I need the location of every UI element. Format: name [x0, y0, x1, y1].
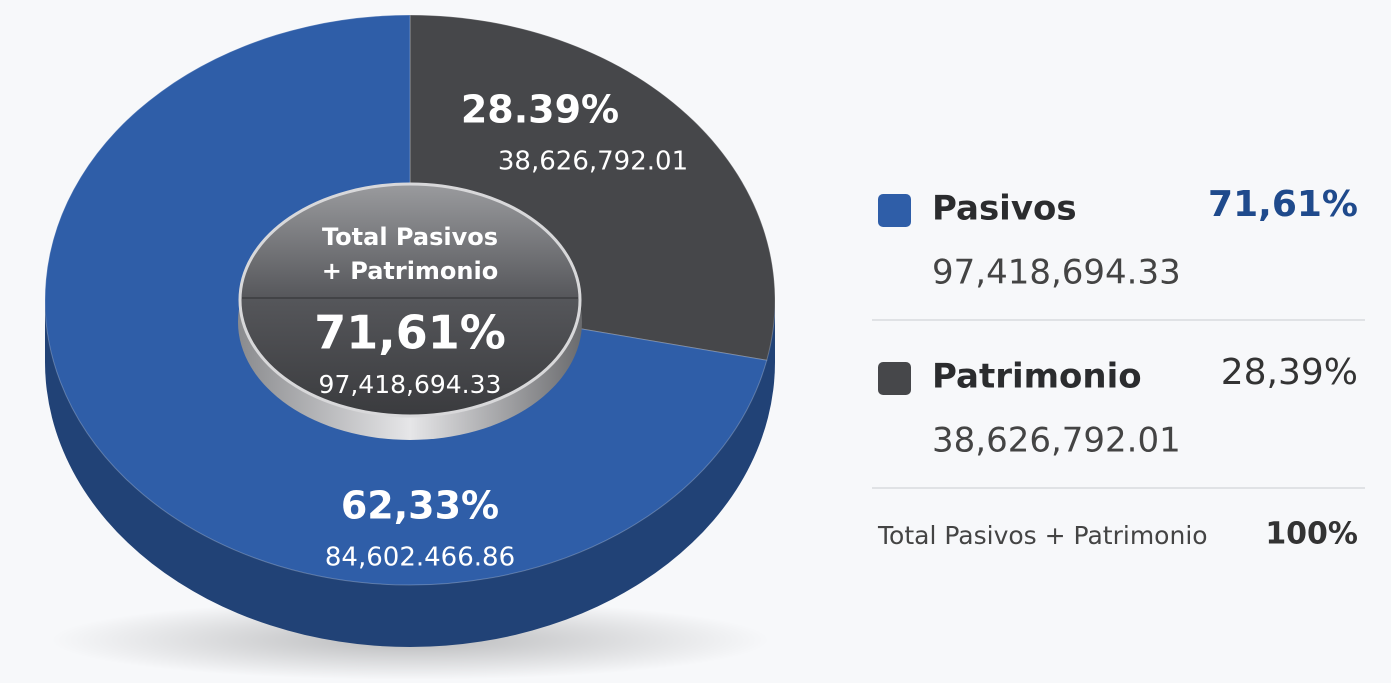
center-title: + Patrimonio [322, 257, 498, 285]
legend-label: Patrimonio [932, 357, 1142, 397]
center-disc [238, 182, 582, 418]
legend: Pasivos 71,61% 97,418,694.33 Patrimonio 28,3… [872, 184, 1365, 552]
slice-percent: 62,33% [341, 484, 499, 528]
legend-swatch [878, 194, 911, 227]
slice-amount: 38,626,792.01 [498, 147, 688, 177]
center-amount: 97,418,694.33 [319, 370, 502, 399]
legend-swatch [878, 362, 911, 395]
legend-amount: 97,418,694.33 [932, 253, 1181, 293]
legend-amount: 38,626,792.01 [932, 421, 1181, 461]
legend-value: 71,61% [1208, 184, 1358, 225]
legend-value: 28,39% [1221, 352, 1358, 393]
pie: 62,33% 84,602.466.86 28.39% 38,626,792.01 To… [44, 14, 776, 647]
slice-amount: 84,602.466.86 [325, 543, 515, 573]
total-label: Total Pasivos + Patrimonio [877, 521, 1208, 550]
center-percent: 71,61% [314, 306, 506, 360]
center-title: Total Pasivos [322, 223, 498, 251]
slice-percent: 28.39% [461, 88, 619, 132]
legend-label: Pasivos [932, 189, 1077, 229]
total-value: 100% [1265, 517, 1358, 552]
